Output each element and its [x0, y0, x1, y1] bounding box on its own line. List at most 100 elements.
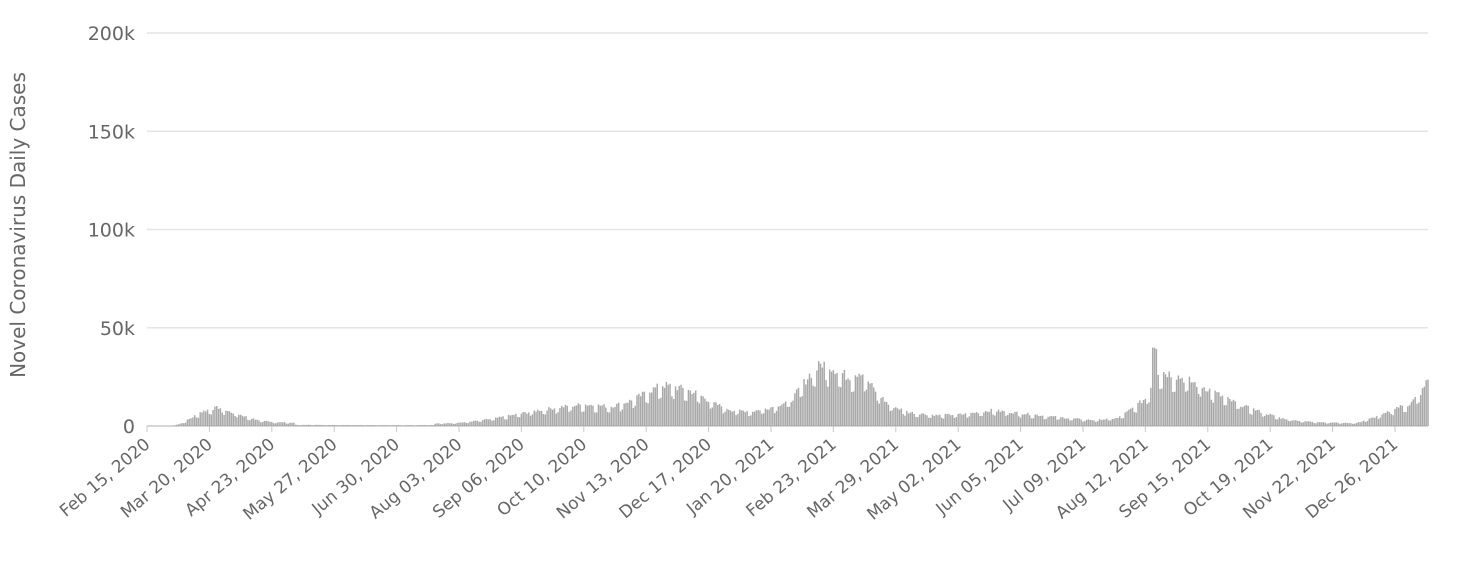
daily-case-bar [779, 406, 781, 426]
daily-case-bar [610, 406, 613, 426]
daily-case-bar [1386, 411, 1389, 426]
y-tick-label: 0 [123, 416, 135, 438]
daily-case-bar [603, 404, 605, 426]
daily-case-bar [507, 414, 510, 426]
daily-case-bar [1287, 420, 1290, 426]
daily-case-bar [1005, 415, 1007, 426]
y-axis-title: Novel Coronavirus Daily Cases [6, 72, 30, 378]
daily-case-bar [746, 411, 748, 426]
daily-case-bar [968, 416, 970, 426]
daily-case-bar [825, 380, 827, 426]
daily-case-bar [265, 420, 268, 426]
daily-case-bar [1210, 399, 1213, 426]
daily-case-bar [1049, 416, 1051, 426]
daily-case-bar [1012, 413, 1014, 426]
daily-case-bar [904, 415, 906, 426]
daily-case-bar [483, 419, 486, 426]
daily-case-bar [816, 370, 818, 426]
daily-case-bar [493, 420, 495, 426]
daily-case-bar [192, 417, 194, 426]
daily-case-bar [326, 425, 328, 426]
daily-case-bar [1111, 419, 1114, 426]
daily-case-bar [794, 393, 796, 426]
daily-case-bar [751, 411, 754, 426]
daily-case-bar [665, 381, 668, 426]
daily-case-bar [1401, 405, 1404, 426]
daily-case-bar [649, 392, 651, 426]
daily-case-bar [373, 425, 376, 426]
daily-case-bar [1350, 423, 1352, 426]
daily-case-bar [893, 408, 895, 426]
daily-case-bar [817, 361, 820, 426]
daily-case-bar [900, 408, 903, 426]
daily-case-bar [874, 391, 877, 426]
daily-case-bar [597, 404, 600, 426]
daily-case-bar [216, 406, 218, 426]
daily-case-bar [792, 400, 794, 426]
daily-case-bar [1164, 374, 1167, 426]
daily-case-bar [628, 399, 631, 426]
daily-case-bar [704, 398, 706, 426]
daily-case-bar [278, 422, 280, 426]
y-tick-label: 200k [88, 23, 135, 45]
daily-case-bar [388, 425, 390, 426]
daily-case-bar [1295, 420, 1297, 426]
daily-case-bar [355, 425, 357, 426]
daily-case-bar [1414, 396, 1416, 426]
daily-case-bar [944, 413, 947, 426]
daily-case-bar [676, 390, 679, 426]
daily-case-bar [1091, 420, 1093, 426]
daily-case-bar [254, 419, 257, 426]
daily-case-bar [953, 417, 956, 426]
daily-case-bar [823, 361, 825, 426]
daily-case-bar [695, 390, 697, 426]
daily-case-bar [1397, 407, 1400, 426]
daily-case-bar [1052, 416, 1055, 426]
daily-case-bar [546, 410, 548, 426]
daily-case-bar [586, 405, 589, 426]
daily-case-bar [757, 409, 759, 426]
daily-case-bar [918, 414, 921, 426]
y-tick-label: 100k [88, 220, 135, 242]
daily-case-bar [555, 413, 557, 426]
daily-case-bar [583, 411, 585, 426]
daily-case-bar [1120, 418, 1123, 426]
daily-case-bar [759, 410, 761, 426]
daily-case-bar [986, 411, 989, 426]
daily-case-bar [696, 401, 699, 426]
daily-case-bar [761, 413, 763, 426]
daily-case-bar [1166, 377, 1169, 426]
daily-case-bar [1096, 421, 1099, 426]
daily-case-bar [280, 422, 282, 426]
daily-case-bar [1229, 398, 1231, 426]
daily-case-bar [249, 420, 251, 426]
daily-case-bar [263, 420, 266, 426]
daily-case-bar [933, 416, 936, 426]
daily-case-bar [1352, 423, 1354, 426]
daily-case-bar [906, 410, 908, 426]
daily-case-bar [449, 423, 451, 426]
daily-case-bar [1368, 418, 1371, 426]
daily-case-bar [1076, 418, 1079, 426]
daily-case-bar [783, 403, 785, 426]
daily-case-bar [498, 416, 501, 426]
daily-case-bar [250, 418, 253, 426]
daily-case-bar [1377, 419, 1380, 426]
daily-case-bar [805, 384, 807, 426]
daily-case-bar [219, 408, 222, 426]
daily-case-bar [1040, 415, 1042, 426]
daily-case-bar [766, 409, 769, 426]
daily-case-bar [1157, 374, 1159, 426]
daily-case-bar [423, 425, 425, 426]
daily-case-bar [1174, 391, 1176, 426]
daily-case-bar [737, 413, 739, 426]
daily-case-bar [1311, 421, 1314, 426]
daily-case-bar [1199, 396, 1202, 426]
daily-case-bar [309, 424, 312, 426]
daily-case-bar [876, 400, 879, 426]
daily-case-bar [977, 413, 980, 426]
daily-case-bar [1106, 418, 1108, 426]
daily-case-bar [287, 423, 290, 426]
daily-case-bar [948, 413, 950, 426]
